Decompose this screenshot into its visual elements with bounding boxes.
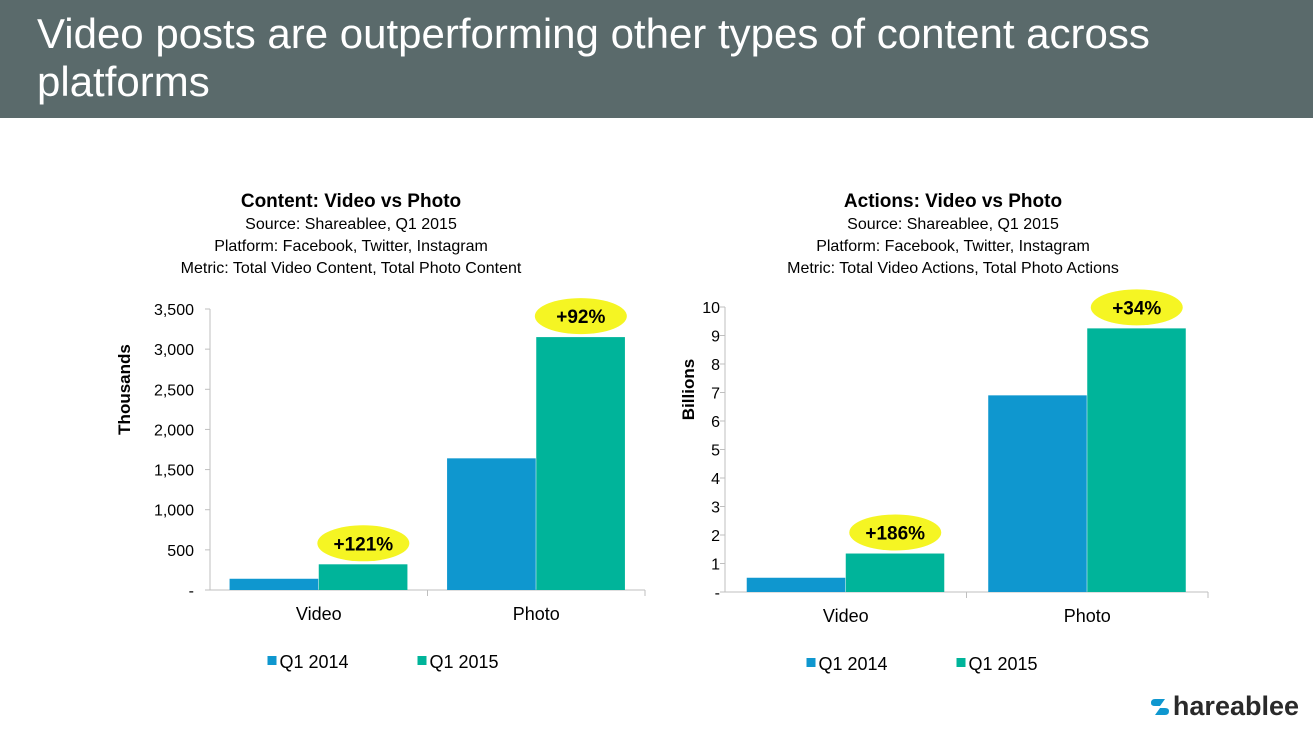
bar-q1-2014-video: [229, 578, 319, 590]
chart-subtitle-platform: Platform: Facebook, Twitter, Instagram: [816, 238, 1090, 255]
legend-swatch: [956, 658, 966, 667]
bar-q1-2015-photo: [536, 337, 625, 590]
legend-swatch: [267, 656, 277, 665]
slide-title: Video posts are outperforming other type…: [37, 10, 1150, 105]
growth-callout-label: +92%: [556, 307, 605, 328]
actions-chart-plot: - 1 2 3 4 5 6 7 8 9 10 Billions Video +186% Photo +34% Q…: [679, 289, 1209, 674]
chart-subtitle-metric: Metric: Total Video Content, Total Photo…: [180, 260, 522, 277]
shareablee-logo: hareablee: [1149, 691, 1299, 722]
growth-callout-label: +121%: [333, 534, 393, 555]
legend-swatch: [417, 656, 427, 665]
x-category-label: Photo: [1064, 606, 1111, 626]
bar-q1-2014-video: [746, 577, 846, 592]
y-tick-label: 3: [711, 500, 720, 517]
y-tick-label: 3,000: [154, 342, 194, 359]
legend-label: Q1 2014: [819, 654, 888, 674]
chart-subtitle-platform: Platform: Facebook, Twitter, Instagram: [214, 238, 488, 255]
y-tick-label: 4: [711, 471, 720, 488]
logo-text: hareablee: [1172, 691, 1299, 721]
growth-callout-bubble: [317, 525, 410, 562]
y-axis-title: Billions: [679, 359, 698, 420]
y-tick-label: -: [715, 585, 720, 602]
x-category-label: Photo: [513, 604, 560, 624]
bar-q1-2015-video: [845, 553, 945, 592]
chart-subtitle-source: Source: Shareablee, Q1 2015: [847, 216, 1059, 233]
y-tick-label: 1: [711, 557, 720, 574]
y-tick-label: 2,000: [154, 422, 194, 439]
legend-label: Q1 2015: [430, 652, 499, 672]
chart-heading: Actions: Video vs Photo Source: Shareabl…: [668, 190, 1238, 280]
y-tick-label: 3,500: [154, 302, 194, 319]
y-tick-label: 1,500: [154, 463, 194, 480]
y-tick-label: 2: [711, 528, 720, 545]
y-tick-label: -: [189, 583, 194, 600]
growth-callout-bubble: [849, 514, 942, 551]
legend-label: Q1 2015: [969, 654, 1038, 674]
growth-callout-label: +34%: [1112, 298, 1161, 319]
x-category-label: Video: [823, 606, 869, 626]
y-axis-title: Thousands: [115, 344, 134, 435]
y-tick-label: 500: [167, 543, 194, 560]
legend-swatch: [806, 658, 816, 667]
shareablee-logo-mark-icon: [1150, 698, 1169, 715]
chart-heading: Content: Video vs Photo Source: Shareabl…: [66, 190, 636, 280]
chart-subtitle-source: Source: Shareablee, Q1 2015: [245, 216, 457, 233]
y-tick-label: 8: [711, 357, 720, 374]
y-tick-label: 5: [711, 443, 720, 460]
legend-label: Q1 2014: [280, 652, 349, 672]
y-tick-label: 6: [711, 414, 720, 431]
content-chart-plot: - 500 1,000 1,500 2,000 2,500 3,000 3,500 Thousa…: [115, 298, 646, 672]
chart-title: Content: Video vs Photo: [240, 191, 462, 212]
bar-q1-2015-video: [318, 564, 408, 590]
bar-q1-2014-photo: [447, 458, 536, 590]
y-tick-label: 1,000: [154, 503, 194, 520]
chart-title: Actions: Video vs Photo: [843, 191, 1063, 212]
content-chart: Content: Video vs Photo Source: Shareabl…: [100, 190, 670, 690]
chart-subtitle-metric: Metric: Total Video Actions, Total Photo…: [787, 260, 1119, 277]
x-category-label: Video: [296, 604, 342, 624]
y-tick-label: 2,500: [154, 382, 194, 399]
growth-callout-label: +186%: [865, 524, 925, 545]
y-tick-label: 7: [711, 386, 720, 403]
bar-q1-2015-photo: [1087, 328, 1186, 592]
y-tick-label: 10: [702, 300, 720, 317]
growth-callout-bubble: [534, 298, 627, 335]
bar-q1-2014-photo: [988, 395, 1087, 592]
y-tick-label: 9: [711, 329, 720, 346]
growth-callout-bubble: [1090, 289, 1183, 326]
slide-header: Video posts are outperforming other type…: [0, 0, 1313, 118]
actions-chart: Actions: Video vs Photo Source: Shareabl…: [670, 190, 1240, 690]
